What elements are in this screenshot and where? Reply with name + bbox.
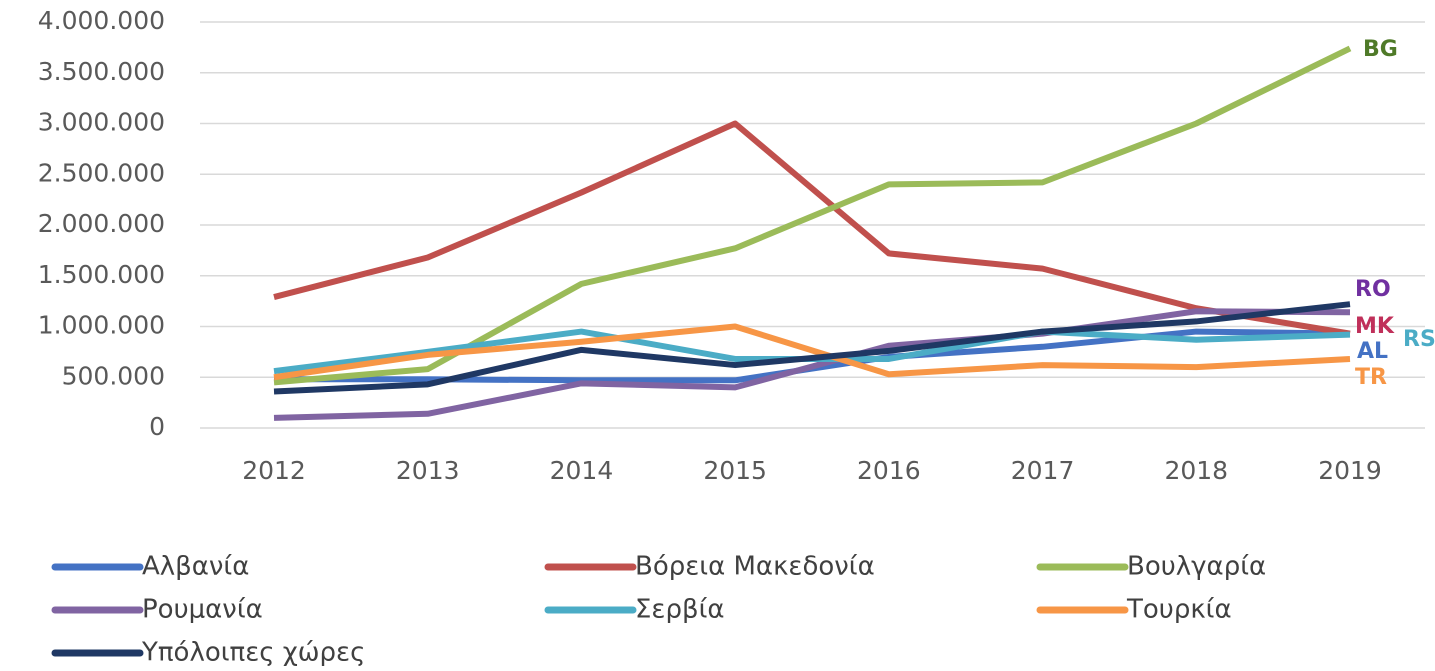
x-tick-label: 2019 — [1318, 456, 1382, 485]
y-tick-label: 0 — [149, 412, 165, 441]
legend-label: Τουρκία — [1126, 595, 1232, 625]
end-label: RO — [1355, 277, 1391, 302]
x-tick-label: 2014 — [550, 456, 614, 485]
x-tick-label: 2017 — [1011, 456, 1075, 485]
y-tick-label: 3.000.000 — [38, 108, 165, 137]
end-label: RS — [1403, 327, 1435, 352]
legend-label: Βουλγαρία — [1127, 552, 1266, 582]
legend-label: Ρουμανία — [142, 595, 263, 625]
x-tick-label: 2016 — [857, 456, 921, 485]
series-line — [273, 323, 1351, 381]
legend-label: Υπόλοιπες χώρες — [141, 638, 365, 668]
y-tick-label: 1.500.000 — [38, 260, 165, 289]
y-tick-label: 1.000.000 — [38, 311, 165, 340]
legend-label: Βόρεια Μακεδονία — [635, 552, 875, 582]
y-tick-label: 4.000.000 — [38, 6, 165, 35]
y-tick-label: 3.500.000 — [38, 57, 165, 86]
legend-label: Σερβία — [635, 595, 725, 625]
y-tick-label: 2.500.000 — [38, 158, 165, 187]
x-tick-label: 2018 — [1164, 456, 1228, 485]
x-tick-label: 2015 — [703, 456, 767, 485]
x-tick-label: 2012 — [242, 456, 306, 485]
series-line — [273, 120, 1351, 337]
x-tick-label: 2013 — [396, 456, 460, 485]
end-label: AL — [1357, 339, 1388, 364]
legend-label: Αλβανία — [142, 552, 249, 582]
series-line — [273, 308, 1351, 421]
y-tick-label: 2.000.000 — [38, 209, 165, 238]
end-label: BG — [1363, 37, 1398, 62]
end-label: TR — [1355, 365, 1387, 390]
series-line — [273, 301, 1351, 395]
y-tick-label: 500.000 — [62, 361, 165, 390]
end-label: MK — [1355, 314, 1395, 339]
